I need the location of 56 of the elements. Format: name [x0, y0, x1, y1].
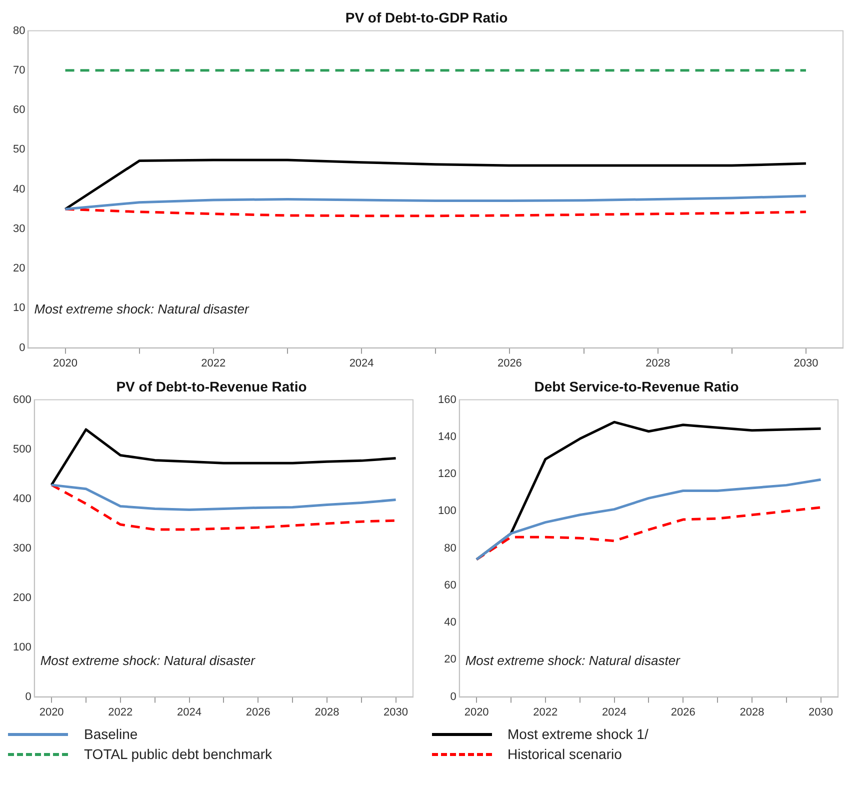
y-tick-label: 100 [438, 505, 456, 518]
line-series [475, 506, 822, 561]
annotation: Most extreme shock: Natural disaster [40, 652, 256, 668]
x-tick-label: 2030 [384, 706, 408, 718]
x-tick-label: 2024 [349, 357, 374, 370]
y-tick-label: 80 [12, 24, 26, 37]
y-tick-label: 300 [12, 542, 32, 554]
x-tick-label: 2028 [740, 706, 764, 718]
x-tick-label: 2028 [314, 706, 340, 718]
y-tick-label: 30 [12, 222, 26, 235]
chart-title: PV of Debt-to-Revenue Ratio [116, 378, 307, 394]
legend-label: TOTAL public debt benchmark [84, 746, 272, 762]
x-tick-label: 2028 [646, 357, 670, 370]
y-tick-label: 60 [12, 104, 26, 116]
y-tick-label: 0 [19, 342, 26, 354]
y-tick-label: 20 [444, 654, 456, 666]
x-tick-label: 2022 [201, 357, 226, 370]
x-tick-label: 2020 [53, 357, 78, 370]
chart-title: PV of Debt-to-GDP Ratio [345, 9, 508, 26]
x-tick-label: 2020 [464, 706, 489, 718]
x-tick-label: 2026 [246, 706, 270, 718]
y-tick-label: 160 [438, 394, 456, 406]
y-tick-label: 100 [12, 641, 32, 654]
legend-label: Historical scenario [508, 746, 622, 762]
x-tick-label: 2020 [39, 706, 64, 718]
chart-title: Debt Service-to-Revenue Ratio [534, 378, 739, 394]
x-tick-label: 2030 [808, 706, 834, 718]
y-tick-label: 0 [25, 690, 32, 703]
legend-label: Most extreme shock 1/ [508, 726, 648, 742]
y-tick-label: 20 [12, 262, 26, 275]
x-tick-label: 2024 [602, 706, 626, 718]
y-tick-label: 600 [12, 394, 32, 406]
y-tick-label: 60 [444, 579, 456, 592]
line-series [64, 208, 808, 218]
annotation: Most extreme shock: Natural disaster [34, 301, 250, 316]
y-tick-label: 50 [12, 144, 26, 156]
y-tick-label: 140 [438, 430, 456, 443]
y-tick-label: 120 [438, 468, 456, 480]
x-tick-label: 2030 [794, 357, 818, 370]
y-tick-label: 200 [12, 592, 32, 604]
x-tick-label: 2026 [670, 706, 696, 718]
y-tick-label: 400 [12, 492, 32, 505]
y-tick-label: 40 [444, 616, 456, 629]
line-series [50, 484, 398, 531]
x-tick-label: 2024 [177, 706, 202, 718]
y-tick-label: 70 [12, 64, 26, 76]
annotation: Most extreme shock: Natural disaster [465, 652, 681, 668]
x-tick-label: 2026 [497, 357, 522, 370]
y-tick-label: 500 [12, 443, 32, 456]
y-tick-label: 0 [450, 690, 456, 703]
legend-label: Baseline [84, 726, 138, 742]
y-tick-label: 10 [12, 302, 26, 314]
x-tick-label: 2022 [533, 706, 558, 718]
x-tick-label: 2022 [108, 706, 133, 718]
y-tick-label: 80 [444, 542, 456, 554]
y-tick-label: 40 [12, 183, 26, 196]
